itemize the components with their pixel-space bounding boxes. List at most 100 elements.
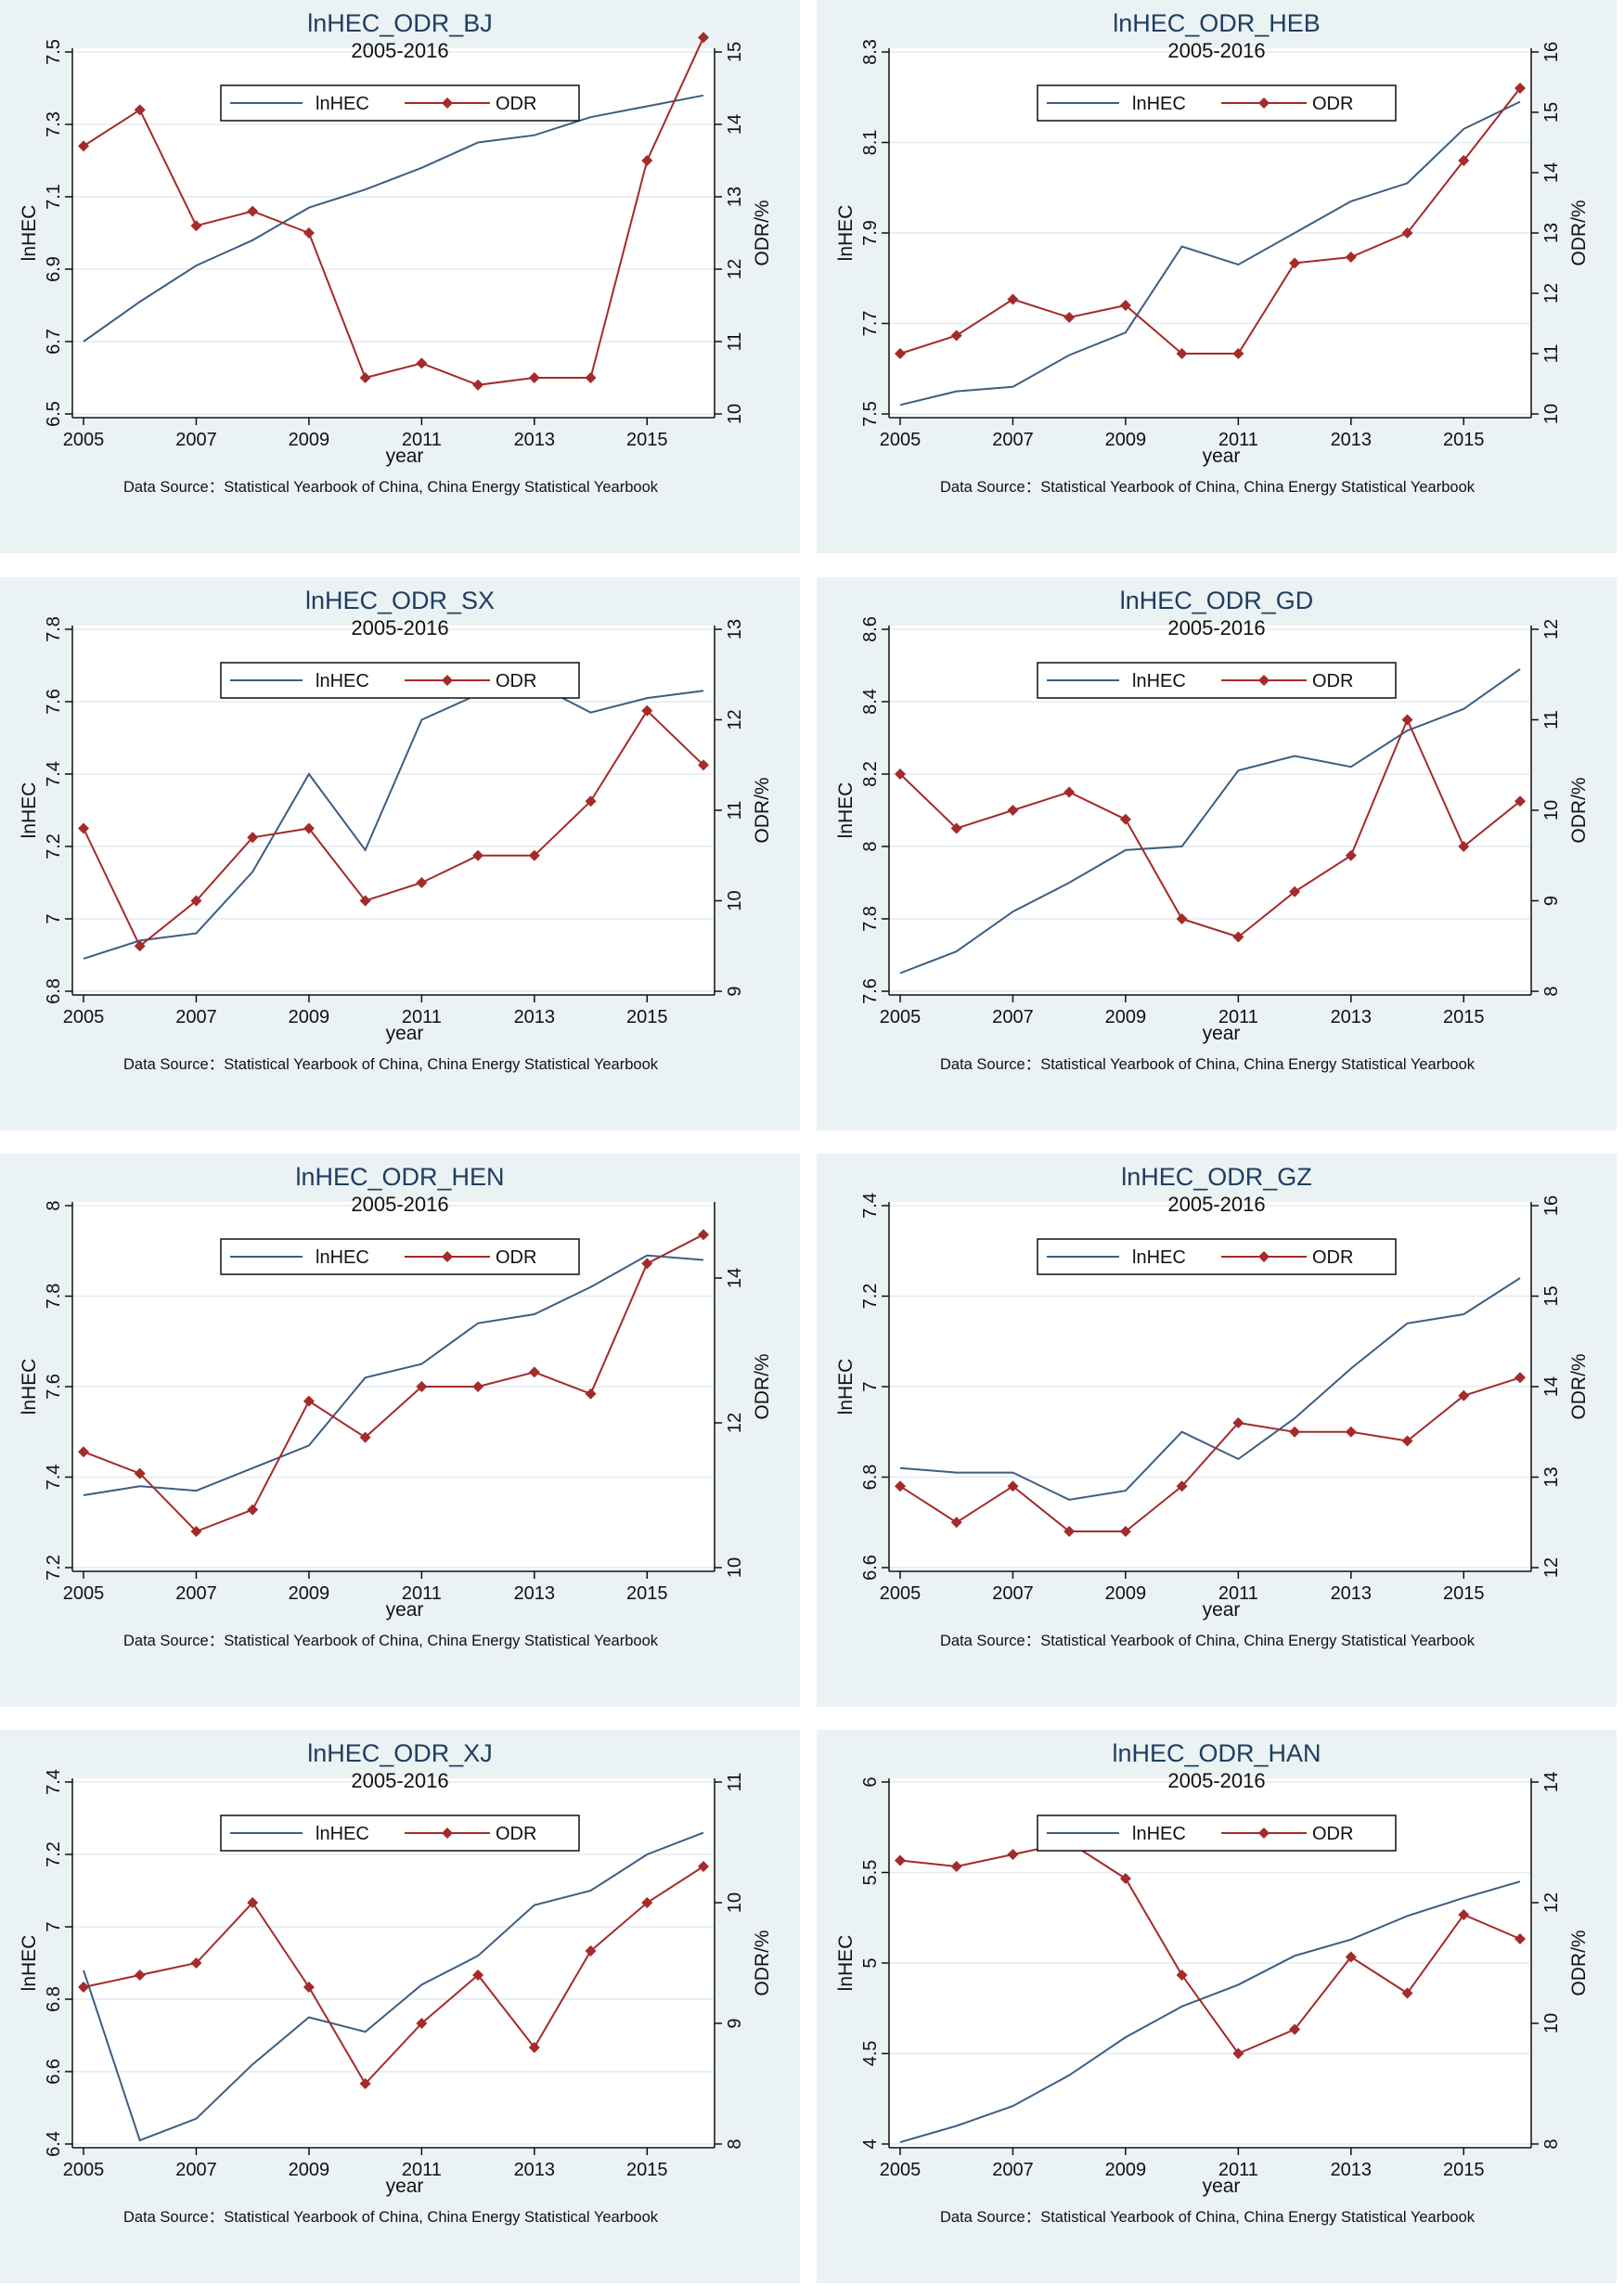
series-line-odr [83, 1233, 704, 1533]
legend-marker-odr [1258, 675, 1270, 686]
data-point-odr [895, 768, 906, 780]
x-tick-label: 2013 [1331, 430, 1373, 450]
data-point-odr [641, 155, 653, 166]
right-tick-label: 16 [1541, 42, 1562, 62]
left-tick-label: 7.4 [860, 1193, 881, 1219]
x-tick-label: 2011 [402, 430, 442, 450]
legend-label-lnhec: lnHEC [316, 671, 369, 691]
x-tick-label: 2005 [880, 1007, 922, 1027]
data-point-odr [1119, 1873, 1131, 1884]
data-point-odr [1289, 885, 1301, 898]
left-tick-label: 7.4 [44, 761, 64, 787]
data-source-note: Data Source：Statistical Yearbook of Chin… [123, 2209, 659, 2226]
data-point-odr [1232, 931, 1244, 943]
legend-label-lnhec: lnHEC [1132, 671, 1186, 691]
left-tick-label: 7.2 [44, 1555, 64, 1581]
series-line-lnhec [899, 668, 1521, 975]
legend-marker-odr [442, 97, 453, 109]
x-axis-label: year [386, 1023, 424, 1044]
x-tick-label: 2005 [63, 1007, 105, 1027]
left-tick-label: 7.6 [860, 978, 881, 1004]
left-tick-label: 8.6 [860, 616, 881, 642]
left-tick-label: 6.6 [860, 1555, 881, 1581]
left-tick-label: 7 [44, 1921, 64, 1931]
left-tick-label: 7.8 [44, 1284, 64, 1310]
right-tick-label: 13 [725, 187, 745, 207]
chart-panel: lnHEC_ODR_GZ 2005-2016 6.6 6.8 7 7.2 7.4 12 13 14… [817, 1154, 1617, 1707]
right-axis-label: ODR/% [752, 1353, 773, 1419]
chart-subtitle: 2005-2016 [1167, 39, 1265, 62]
right-tick-label: 14 [725, 1268, 745, 1288]
data-point-odr [78, 1446, 89, 1458]
left-tick-label: 7.5 [44, 39, 64, 65]
x-tick-label: 2015 [626, 2160, 668, 2180]
right-tick-label: 10 [725, 404, 745, 424]
left-tick-label: 7.5 [860, 401, 881, 427]
x-tick-label: 2015 [1443, 2160, 1485, 2180]
right-tick-label: 15 [1541, 102, 1562, 123]
left-tick-label: 7 [860, 1381, 881, 1391]
data-point-odr [416, 1381, 428, 1392]
x-tick-label: 2011 [1218, 430, 1258, 450]
chart-title: lnHEC_ODR_HEN [295, 1163, 504, 1191]
data-point-odr [247, 832, 259, 844]
left-tick-label: 8.3 [860, 39, 881, 65]
legend-marker-odr [442, 675, 453, 686]
left-tick-label: 7.4 [44, 1465, 64, 1491]
right-tick-label: 12 [1541, 283, 1562, 304]
data-point-odr [303, 822, 315, 834]
x-tick-label: 2007 [992, 430, 1034, 450]
chart-title: lnHEC_ODR_HAN [1112, 1739, 1321, 1767]
data-point-odr [1345, 1426, 1357, 1438]
legend-label-odr: ODR [1312, 94, 1353, 114]
data-point-odr [1119, 300, 1131, 311]
series-line-odr [83, 1866, 704, 2086]
left-tick-label: 7.2 [44, 833, 64, 859]
x-tick-label: 2009 [289, 430, 330, 450]
chart-panel: lnHEC_ODR_BJ 2005-2016 6.5 6.7 6.9 7.1 7.3 7.5 1… [0, 0, 800, 553]
data-source-note: Data Source：Statistical Yearbook of Chin… [940, 1056, 1476, 1073]
right-tick-label: 13 [725, 619, 745, 639]
series-line-lnhec [83, 682, 704, 960]
data-point-odr [416, 357, 428, 369]
left-tick-label: 6.8 [860, 1465, 881, 1491]
legend-label-odr: ODR [496, 1824, 536, 1844]
x-tick-label: 2015 [1443, 430, 1485, 450]
left-tick-label: 6.9 [44, 256, 64, 282]
right-tick-label: 14 [1541, 1772, 1562, 1792]
chart-subtitle: 2005-2016 [351, 616, 448, 639]
left-tick-label: 6.6 [44, 2059, 64, 2085]
x-tick-label: 2009 [1105, 1007, 1147, 1027]
right-tick-label: 15 [725, 42, 745, 62]
right-tick-label: 11 [1541, 710, 1562, 730]
data-point-odr [134, 104, 146, 116]
x-tick-label: 2005 [63, 430, 105, 450]
series-line-odr [899, 1840, 1521, 2055]
left-tick-label: 6.8 [44, 1986, 64, 2012]
x-tick-label: 2009 [289, 2160, 330, 2180]
right-tick-label: 10 [725, 890, 745, 911]
data-point-odr [78, 1982, 89, 1993]
data-point-odr [1289, 2023, 1301, 2035]
right-tick-label: 12 [1541, 619, 1562, 639]
chart-subtitle: 2005-2016 [351, 39, 448, 62]
right-tick-label: 14 [725, 114, 745, 135]
right-tick-label: 8 [1541, 986, 1562, 996]
x-tick-label: 2009 [1105, 430, 1147, 450]
data-point-odr [1401, 227, 1413, 239]
data-point-odr [78, 822, 89, 834]
x-tick-label: 2013 [514, 2160, 556, 2180]
x-tick-label: 2011 [402, 2160, 442, 2180]
data-point-odr [134, 1970, 146, 1981]
data-point-odr [528, 1366, 540, 1378]
right-tick-label: 10 [1541, 2013, 1562, 2034]
data-point-odr [1458, 1389, 1470, 1401]
right-tick-label: 12 [725, 1413, 745, 1433]
data-point-odr [1063, 312, 1076, 323]
data-point-odr [1514, 1372, 1526, 1384]
data-point-odr [190, 1957, 202, 1969]
right-axis-label: ODR/% [1568, 1930, 1590, 1995]
legend-label-odr: ODR [1312, 1824, 1353, 1844]
